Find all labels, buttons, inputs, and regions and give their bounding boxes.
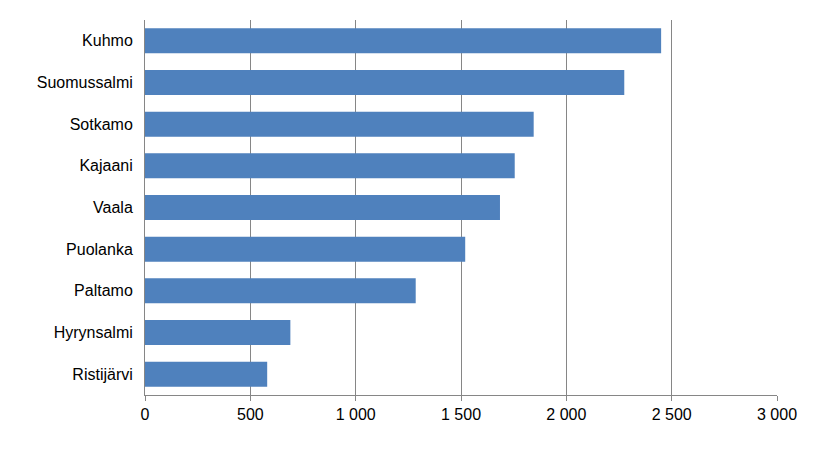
svg-text:Paltamo: Paltamo (74, 282, 133, 299)
svg-text:Suomussalmi: Suomussalmi (37, 74, 133, 91)
svg-text:Kajaani: Kajaani (79, 157, 132, 174)
svg-text:2 500: 2 500 (652, 406, 692, 423)
svg-text:Kuhmo: Kuhmo (82, 32, 133, 49)
svg-text:1 500: 1 500 (441, 406, 481, 423)
svg-text:Puolanka: Puolanka (66, 241, 133, 258)
svg-text:500: 500 (237, 406, 264, 423)
svg-text:1 000: 1 000 (336, 406, 376, 423)
svg-text:Ristijärvi: Ristijärvi (72, 366, 132, 383)
svg-text:0: 0 (141, 406, 150, 423)
svg-text:Sotkamo: Sotkamo (70, 116, 133, 133)
svg-text:Vaala: Vaala (93, 199, 133, 216)
svg-text:Hyrynsalmi: Hyrynsalmi (54, 324, 133, 341)
svg-text:2 000: 2 000 (546, 406, 586, 423)
svg-text:3 000: 3 000 (757, 406, 797, 423)
